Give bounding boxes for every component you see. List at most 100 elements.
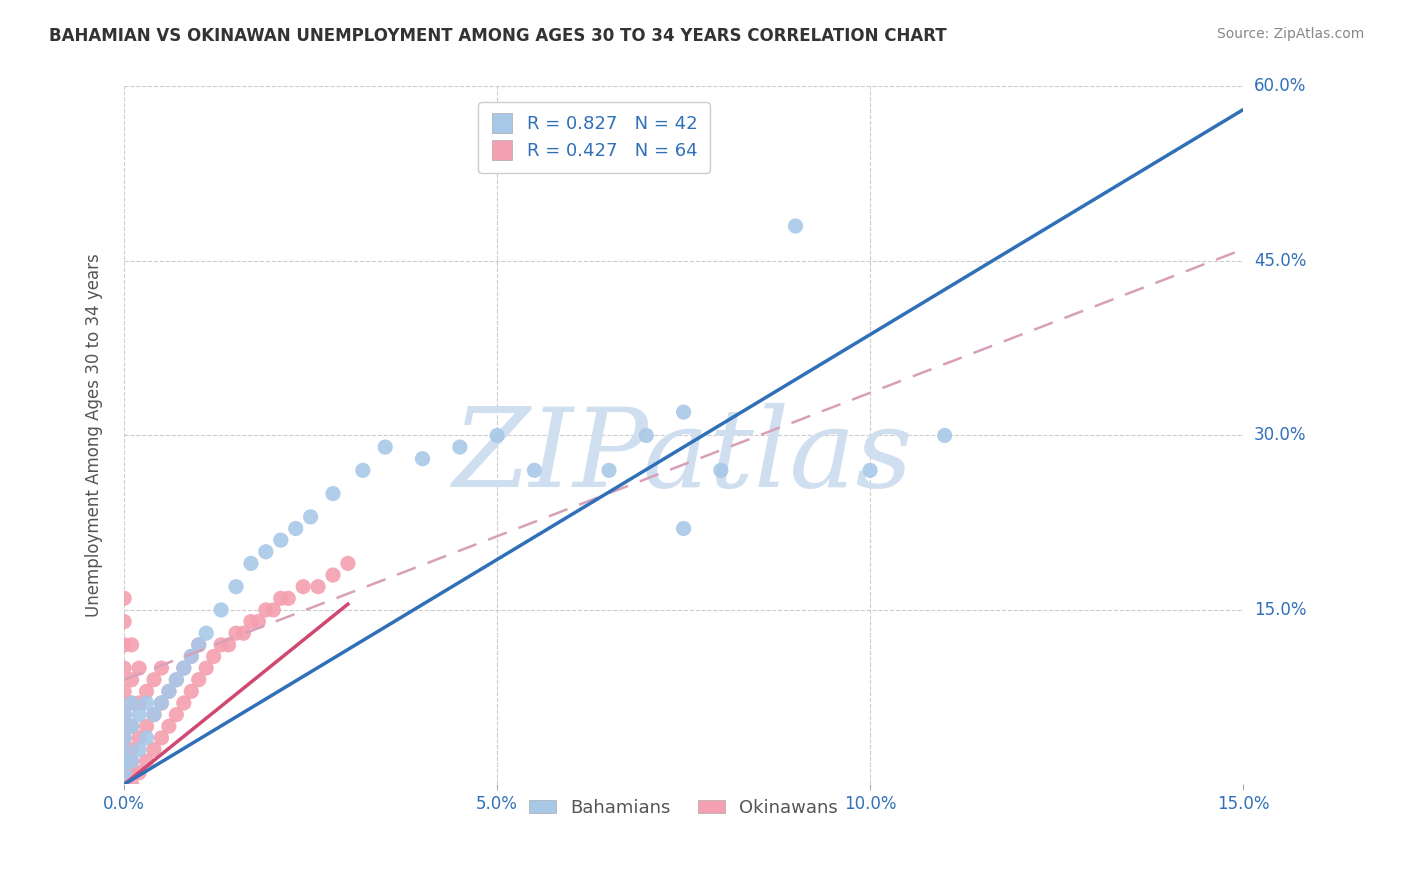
Point [187,638,209,652]
Point [247,615,270,629]
Text: 15.0%: 15.0% [1254,601,1306,619]
Text: 45.0%: 45.0% [1254,252,1306,270]
Point [121,638,143,652]
Point [150,696,173,710]
Point [112,765,135,780]
Legend: Bahamians, Okinawans: Bahamians, Okinawans [522,792,845,824]
Point [322,486,344,500]
Point [157,719,180,733]
Point [128,731,150,745]
Point [112,661,135,675]
Point [299,509,322,524]
Point [277,591,299,606]
Point [112,777,135,791]
Point [121,719,143,733]
Point [135,754,157,768]
Point [636,428,658,442]
Point [112,707,135,722]
Point [150,661,173,675]
Point [859,463,882,477]
Point [672,521,695,535]
Point [112,742,135,756]
Point [128,696,150,710]
Point [374,440,396,454]
Text: 30.0%: 30.0% [1254,426,1306,444]
Point [292,580,315,594]
Point [121,765,143,780]
Point [262,603,284,617]
Point [270,533,292,548]
Point [785,219,807,233]
Point [128,661,150,675]
Point [112,742,135,756]
Point [135,696,157,710]
Point [165,707,187,722]
Point [225,580,247,594]
Point [121,754,143,768]
Point [173,696,195,710]
Point [523,463,546,477]
Point [135,731,157,745]
Point [449,440,471,454]
Point [112,707,135,722]
Point [195,661,218,675]
Point [202,649,225,664]
Point [180,649,202,664]
Point [412,451,434,466]
Point [112,696,135,710]
Point [112,731,135,745]
Point [254,545,277,559]
Point [165,673,187,687]
Point [157,684,180,698]
Point [112,684,135,698]
Point [239,615,262,629]
Point [112,731,135,745]
Point [112,754,135,768]
Point [121,754,143,768]
Point [128,765,150,780]
Point [135,719,157,733]
Point [143,707,166,722]
Point [112,754,135,768]
Point [135,684,157,698]
Point [232,626,254,640]
Point [209,638,232,652]
Point [128,707,150,722]
Text: Source: ZipAtlas.com: Source: ZipAtlas.com [1216,27,1364,41]
Point [121,673,143,687]
Point [143,742,166,756]
Point [284,521,307,535]
Point [112,719,135,733]
Point [307,580,329,594]
Y-axis label: Unemployment Among Ages 30 to 34 years: Unemployment Among Ages 30 to 34 years [86,253,103,617]
Point [486,428,509,442]
Point [112,742,135,756]
Point [143,673,166,687]
Point [150,696,173,710]
Point [218,638,240,652]
Point [173,661,195,675]
Point [112,765,135,780]
Point [143,707,166,722]
Point [187,673,209,687]
Point [352,463,374,477]
Text: BAHAMIAN VS OKINAWAN UNEMPLOYMENT AMONG AGES 30 TO 34 YEARS CORRELATION CHART: BAHAMIAN VS OKINAWAN UNEMPLOYMENT AMONG … [49,27,946,45]
Point [173,661,195,675]
Point [225,626,247,640]
Point [121,777,143,791]
Point [672,405,695,419]
Point [322,568,344,582]
Point [112,591,135,606]
Point [112,638,135,652]
Point [336,557,359,571]
Point [209,603,232,617]
Point [112,754,135,768]
Text: 60.0%: 60.0% [1254,78,1306,95]
Point [270,591,292,606]
Point [180,684,202,698]
Point [180,649,202,664]
Point [157,684,180,698]
Point [934,428,956,442]
Point [121,696,143,710]
Point [112,777,135,791]
